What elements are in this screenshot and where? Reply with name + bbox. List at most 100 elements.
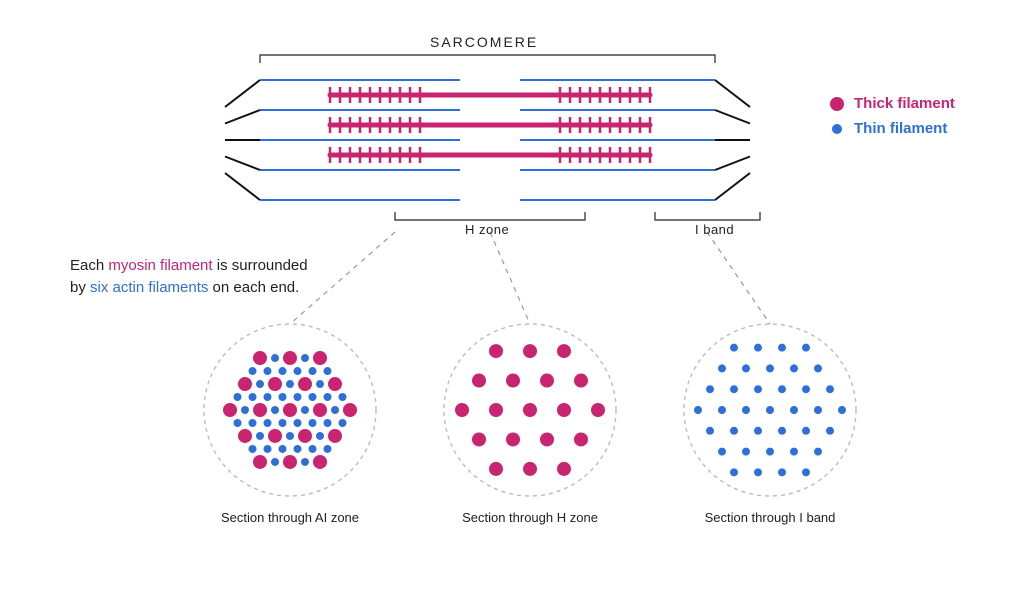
thin-dot [249, 445, 257, 453]
thin-dot [316, 380, 324, 388]
thick-dot [557, 403, 571, 417]
thin-dot [706, 427, 714, 435]
thin-dot [286, 432, 294, 440]
thick-dot [472, 374, 486, 388]
thin-dot [339, 419, 347, 427]
thin-dot [766, 364, 774, 372]
label-section-h: Section through H zone [440, 510, 620, 525]
thick-dot [489, 462, 503, 476]
thin-dot [802, 468, 810, 476]
thin-dot [294, 367, 302, 375]
thin-dot [754, 344, 762, 352]
thin-dot [766, 448, 774, 456]
thin-dot [309, 393, 317, 401]
thin-dot [730, 344, 738, 352]
connector-line [490, 232, 530, 324]
thick-dot [489, 344, 503, 358]
thick-dot [283, 403, 297, 417]
thin-dot [324, 445, 332, 453]
thin-dot [718, 364, 726, 372]
thin-dot [730, 385, 738, 393]
label-i-band: I band [695, 222, 734, 237]
thin-dot [249, 419, 257, 427]
thin-dot [802, 344, 810, 352]
title-sarcomere: SARCOMERE [430, 34, 538, 50]
thick-dot [298, 377, 312, 391]
thin-dot [790, 364, 798, 372]
thick-dot [472, 432, 486, 446]
thick-dot [557, 462, 571, 476]
legend-thick-label: Thick filament [854, 95, 955, 112]
thick-dot [574, 432, 588, 446]
thick-dot [523, 403, 537, 417]
thin-dot [706, 385, 714, 393]
thin-dot [802, 385, 810, 393]
thin-dot [331, 406, 339, 414]
thin-dot [264, 419, 272, 427]
thick-dot [313, 351, 327, 365]
thick-dot [268, 429, 282, 443]
thick-dot [540, 432, 554, 446]
legend-thin-label: Thin filament [854, 120, 947, 137]
z-line [715, 173, 750, 200]
thin-dot [826, 427, 834, 435]
desc-suffix: on each end. [208, 279, 299, 296]
desc-prefix: Each [70, 257, 108, 274]
thick-dot [238, 429, 252, 443]
thin-dot [766, 406, 774, 414]
label-h-zone: H zone [465, 222, 509, 237]
thick-dot [283, 351, 297, 365]
thick-dot [455, 403, 469, 417]
thin-dot [730, 468, 738, 476]
thick-dot [574, 374, 588, 388]
thick-dot [540, 374, 554, 388]
z-line [715, 110, 750, 124]
thick-dot [283, 455, 297, 469]
z-line [715, 157, 750, 171]
thin-dot [754, 427, 762, 435]
thin-dot [279, 393, 287, 401]
thick-dot [313, 403, 327, 417]
thin-dot [309, 367, 317, 375]
legend-thin-row: Thin filament [830, 120, 955, 137]
thick-dot [523, 344, 537, 358]
thin-dot [271, 354, 279, 362]
thin-dot [754, 468, 762, 476]
thin-dot [694, 406, 702, 414]
thick-dot [557, 344, 571, 358]
thin-dot [778, 385, 786, 393]
z-line [225, 110, 260, 124]
thin-dot [339, 393, 347, 401]
thick-dot [328, 377, 342, 391]
thick-dot [238, 377, 252, 391]
thin-dot [301, 354, 309, 362]
thick-dot [506, 432, 520, 446]
legend: Thick filament Thin filament [830, 95, 955, 145]
thin-dot [309, 445, 317, 453]
thin-dot [778, 468, 786, 476]
thin-dot [790, 448, 798, 456]
thin-dot [249, 393, 257, 401]
thick-dot [506, 374, 520, 388]
thick-dot [223, 403, 237, 417]
label-section-ai: Section through AI zone [200, 510, 380, 525]
legend-thin-swatch [832, 124, 842, 134]
thin-dot [271, 406, 279, 414]
thin-dot [264, 367, 272, 375]
thin-dot [718, 406, 726, 414]
thin-dot [234, 419, 242, 427]
thin-dot [286, 380, 294, 388]
thin-dot [742, 364, 750, 372]
thin-dot [324, 393, 332, 401]
thin-dot [301, 406, 309, 414]
desc-myosin: myosin filament [108, 257, 212, 274]
z-line [225, 173, 260, 200]
title-bracket [260, 55, 715, 63]
thin-dot [264, 445, 272, 453]
z-line [225, 157, 260, 171]
thin-dot [309, 419, 317, 427]
thin-dot [790, 406, 798, 414]
thin-dot [294, 419, 302, 427]
thin-dot [279, 367, 287, 375]
desc-actin: six actin filaments [90, 279, 208, 296]
